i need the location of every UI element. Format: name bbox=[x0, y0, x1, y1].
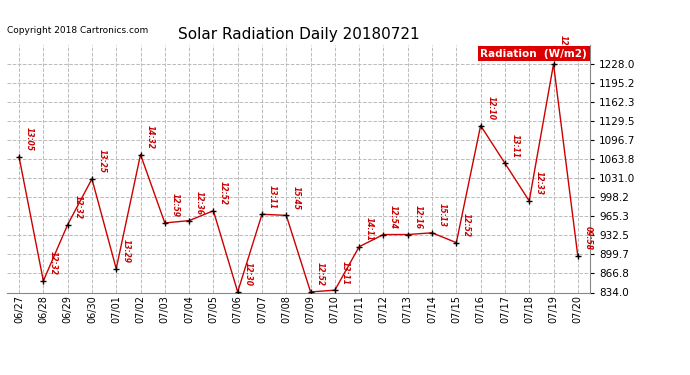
Text: 14:11: 14:11 bbox=[365, 217, 374, 241]
Text: 12:30: 12:30 bbox=[244, 262, 253, 286]
Text: 12:32: 12:32 bbox=[49, 251, 58, 275]
Text: 13:11: 13:11 bbox=[511, 134, 520, 158]
Text: 14:32: 14:32 bbox=[146, 125, 155, 149]
Text: 12:52: 12:52 bbox=[316, 262, 325, 286]
Text: 13:11: 13:11 bbox=[340, 261, 349, 285]
Text: 12:16: 12:16 bbox=[413, 205, 422, 229]
Text: 13:29: 13:29 bbox=[121, 239, 131, 263]
Text: 13:05: 13:05 bbox=[25, 127, 34, 151]
Text: 13:25: 13:25 bbox=[97, 149, 106, 173]
Text: Copyright 2018 Cartronics.com: Copyright 2018 Cartronics.com bbox=[7, 26, 148, 35]
Text: 15:13: 15:13 bbox=[437, 203, 446, 227]
Text: 12:36: 12:36 bbox=[195, 191, 204, 215]
Text: 12:52: 12:52 bbox=[462, 213, 471, 237]
Text: 09:58: 09:58 bbox=[583, 226, 592, 251]
Text: 12:52: 12:52 bbox=[219, 181, 228, 205]
Text: 15:45: 15:45 bbox=[292, 186, 301, 210]
Text: 12:10: 12:10 bbox=[486, 96, 495, 120]
Text: 12:59: 12:59 bbox=[170, 194, 179, 217]
Text: 13:11: 13:11 bbox=[268, 185, 277, 209]
Text: 12:32: 12:32 bbox=[73, 195, 82, 219]
Text: 12:33: 12:33 bbox=[535, 171, 544, 195]
Text: Radiation  (W/m2): Radiation (W/m2) bbox=[480, 49, 587, 59]
Text: 12:33: 12:33 bbox=[559, 34, 568, 58]
Text: 12:54: 12:54 bbox=[389, 205, 398, 229]
Title: Solar Radiation Daily 20180721: Solar Radiation Daily 20180721 bbox=[177, 27, 420, 42]
